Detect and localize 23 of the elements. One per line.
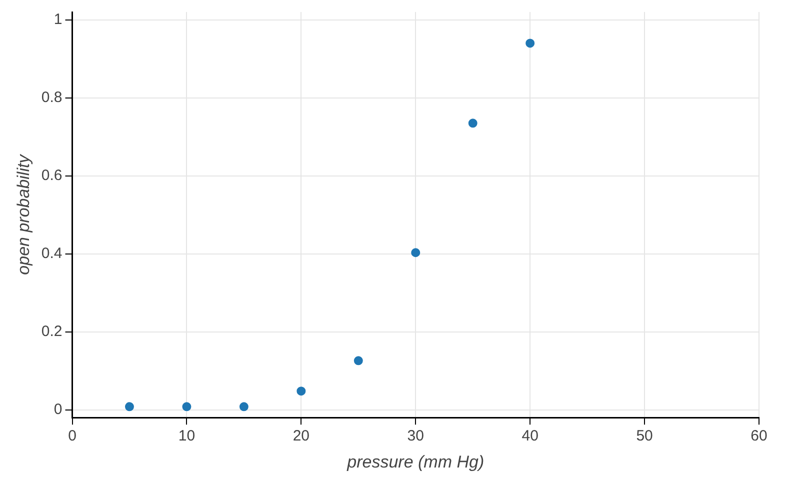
point <box>411 248 420 258</box>
x-tick-label: 0 <box>68 428 76 445</box>
x-axis-title: pressure (mm Hg) <box>346 452 484 472</box>
y-tick-label: 0.4 <box>41 244 62 262</box>
y-tick-label: 0.6 <box>41 166 62 184</box>
y-tick-label: 0 <box>54 400 62 418</box>
point <box>354 356 363 366</box>
point <box>124 402 134 412</box>
x-tick-label: 30 <box>407 428 424 445</box>
y-tick-label: 1 <box>54 10 62 28</box>
point <box>468 118 478 128</box>
x-tick-label: 60 <box>750 428 768 445</box>
x-tick-label: 50 <box>636 428 653 445</box>
point <box>182 402 192 412</box>
y-tick-label: 0.8 <box>41 88 62 106</box>
y-axis-title: open probability <box>14 153 33 275</box>
x-tick-label: 20 <box>292 428 310 445</box>
y-tick-label: 0.2 <box>41 322 62 340</box>
point <box>239 402 248 412</box>
x-tick-label: 10 <box>178 428 196 445</box>
point <box>526 38 535 48</box>
point <box>296 386 306 396</box>
x-tick-label: 40 <box>522 428 538 445</box>
